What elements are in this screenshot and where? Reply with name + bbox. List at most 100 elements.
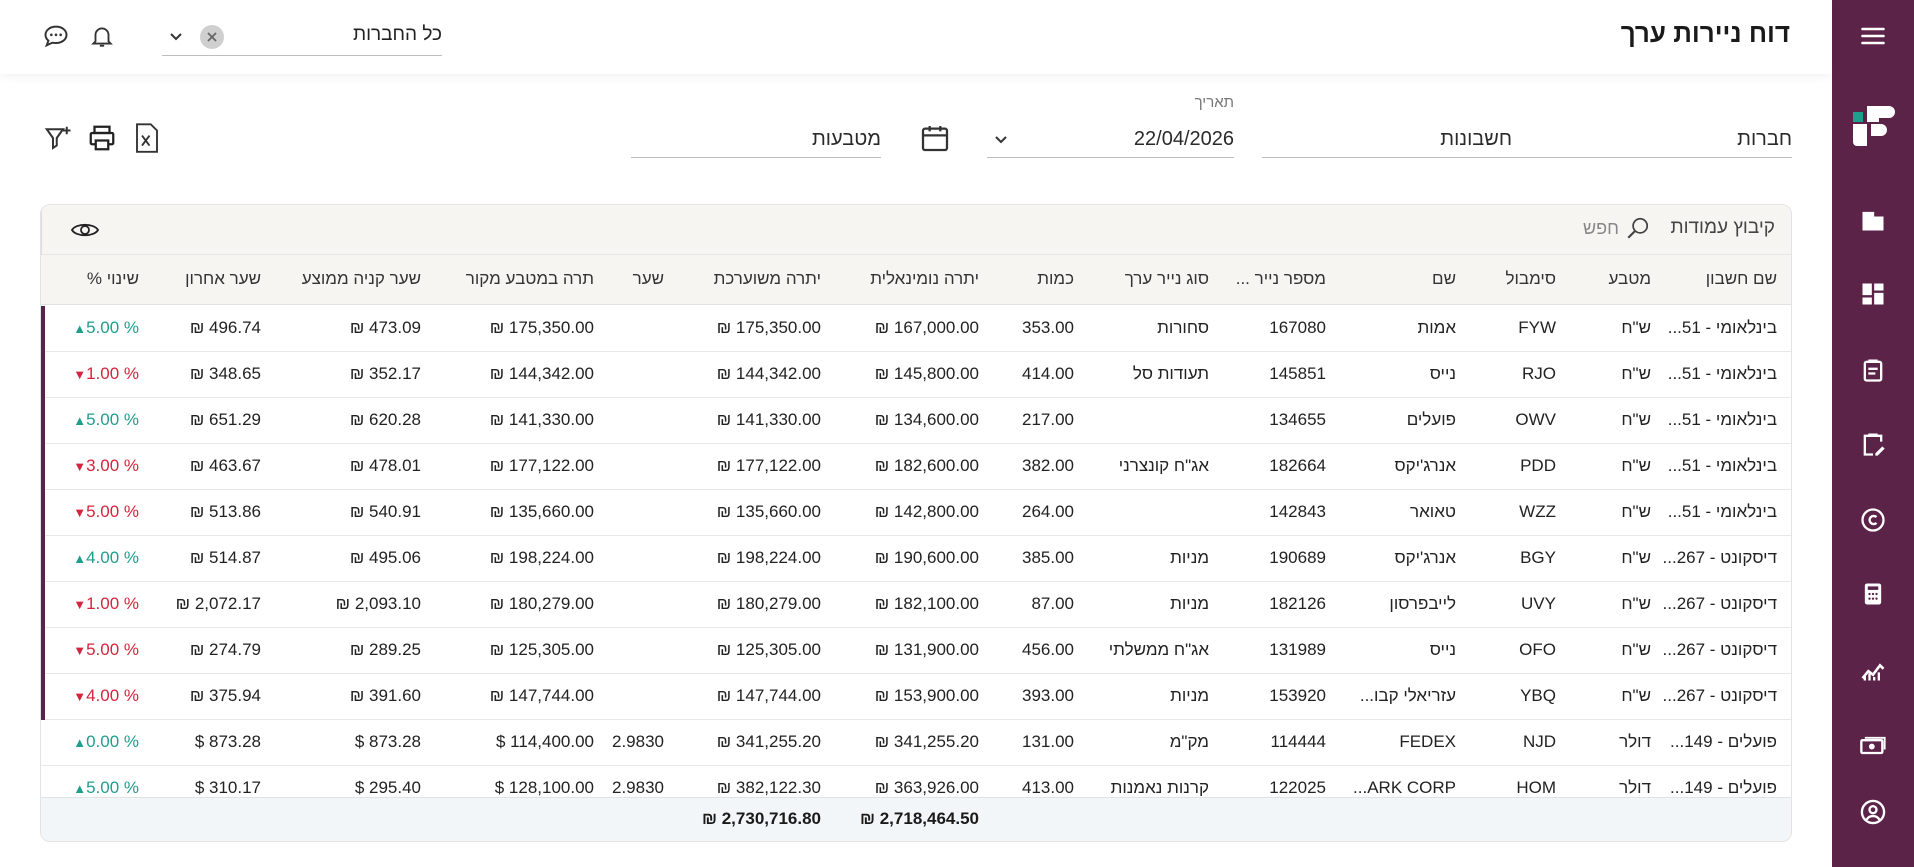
col-name[interactable]: שם	[1432, 269, 1456, 288]
calendar-icon[interactable]	[917, 120, 953, 156]
col-change-percent[interactable]: שינוי %	[86, 269, 139, 288]
col-original-currency-balance[interactable]: תרה במטבע מקור	[465, 269, 594, 288]
cell-quantity: 382.00	[1022, 456, 1074, 475]
search-icon	[1627, 217, 1649, 239]
building-icon[interactable]	[1832, 196, 1914, 244]
cell-security-number: 142843	[1269, 502, 1326, 521]
calculator-icon[interactable]	[1832, 570, 1914, 618]
cell-security-number: 131989	[1269, 640, 1326, 659]
filter-add-icon[interactable]	[40, 120, 76, 156]
cell-change-percent: 5.00 %▲	[57, 318, 139, 338]
cell-last-rate: ₪ 496.74	[189, 318, 261, 337]
cell-rate: 2.9830	[612, 732, 664, 751]
company-filter-select[interactable]: כל החברות	[162, 20, 442, 56]
currencies-filter[interactable]: מטבעות	[631, 122, 881, 158]
col-rate[interactable]: שער	[632, 269, 664, 288]
col-quantity[interactable]: כמות	[1037, 269, 1074, 288]
table-row[interactable]: בינלאומי - 51... ש"ח FYW אמות 167080 סחורות 35…	[41, 306, 1791, 352]
col-symbol[interactable]: סימבול	[1505, 269, 1557, 288]
col-account[interactable]: שם חשבון	[1705, 269, 1777, 288]
cell-original-balance: $ 114,400.00	[496, 732, 594, 751]
chart-trend-icon[interactable]	[1832, 646, 1914, 694]
cell-nominal-balance: ₪ 142,800.00	[874, 502, 979, 521]
table-row[interactable]: דיסקונט - 267... ש"ח UVY לייבפרסון 182126 מני…	[41, 582, 1791, 628]
col-security-type[interactable]: סוג נייר ערך	[1124, 269, 1209, 288]
cell-valued-balance: ₪ 177,122.00	[716, 456, 821, 475]
print-icon[interactable]	[84, 120, 120, 156]
page-title: דוח ניירות ערך	[1620, 18, 1790, 48]
cell-valued-balance: ₪ 144,342.00	[716, 364, 821, 383]
cell-account: דיסקונט - 267...	[1662, 686, 1777, 705]
cell-nominal-balance: ₪ 131,900.00	[874, 640, 979, 659]
col-avg-buy-rate[interactable]: שער קניה ממוצע	[301, 269, 421, 288]
search-box[interactable]: חפש	[1583, 215, 1651, 241]
clipboard-edit-icon[interactable]	[1832, 420, 1914, 468]
cell-currency: דולר	[1619, 732, 1651, 751]
cell-nominal-balance: ₪ 182,600.00	[874, 456, 979, 475]
table-row[interactable]: בינלאומי - 51... ש"ח WZZ טאואר 142843 264.00 ₪…	[41, 490, 1791, 536]
cell-valued-balance: ₪ 141,330.00	[716, 410, 821, 429]
table-row[interactable]: פועלים - 149... דולר HOM ARK CORP... 122025 ק…	[41, 766, 1791, 802]
table-row[interactable]: בינלאומי - 51... ש"ח PDD אנרג'יקס 182664 אג"ח…	[41, 444, 1791, 490]
triangle-down-icon: ▼	[73, 689, 87, 704]
cell-currency: דולר	[1619, 778, 1651, 797]
date-field[interactable]: תאריך 22/04/2026	[987, 94, 1234, 158]
bell-icon[interactable]	[86, 20, 118, 52]
cell-avg-buy-rate: $ 873.28	[354, 732, 421, 751]
column-grouping-label[interactable]: קיבוץ עמודות	[1670, 217, 1775, 238]
hamburger-menu-icon[interactable]	[1832, 12, 1914, 60]
col-currency[interactable]: מטבע	[1608, 269, 1652, 288]
table-row[interactable]: בינלאומי - 51... ש"ח OWV פועלים 134655 217.00…	[41, 398, 1791, 444]
cell-original-balance: ₪ 141,330.00	[489, 410, 594, 429]
cash-icon[interactable]	[1832, 722, 1914, 770]
cell-valued-balance: ₪ 125,305.00	[716, 640, 821, 659]
change-value: 5.00 %	[86, 318, 139, 337]
clipboard-icon[interactable]	[1832, 346, 1914, 394]
accounts-filter[interactable]: חשבונות	[1262, 122, 1512, 158]
cell-symbol: BGY	[1520, 548, 1556, 567]
table-row[interactable]: דיסקונט - 267... ש"ח OFO נייס 131989 אג"ח ממש…	[41, 628, 1791, 674]
table-totals: ₪ 2,718,464.50 ₪ 2,730,716.80	[41, 797, 1791, 841]
cell-original-balance: ₪ 125,305.00	[489, 640, 594, 659]
user-profile-icon[interactable]	[1832, 788, 1914, 836]
copyright-icon[interactable]	[1832, 496, 1914, 544]
cell-quantity: 414.00	[1022, 364, 1074, 383]
clear-icon[interactable]	[200, 25, 224, 49]
date-value: 22/04/2026	[1133, 128, 1234, 150]
cell-security-number: 114444	[1270, 732, 1326, 751]
table-toolbar: קיבוץ עמודות חפש	[41, 205, 1791, 255]
currencies-filter-value: מטבעות	[811, 128, 881, 150]
column-visibility-button[interactable]	[41, 205, 127, 255]
cell-last-rate: ₪ 651.29	[189, 410, 261, 429]
excel-export-icon[interactable]	[129, 120, 165, 156]
table-row[interactable]: דיסקונט - 267... ש"ח YBQ עזריאלי קבו... 1539…	[41, 674, 1791, 720]
dashboard-icon[interactable]	[1832, 270, 1914, 318]
cell-security-number: 182664	[1269, 456, 1326, 475]
cell-quantity: 413.00	[1022, 778, 1074, 797]
cell-avg-buy-rate: ₪ 289.25	[349, 640, 421, 659]
table-row[interactable]: בינלאומי - 51... ש"ח RJO נייס 145851 תעודות ס…	[41, 352, 1791, 398]
change-value: 1.00 %	[86, 594, 139, 613]
chevron-down-icon[interactable]	[993, 131, 1009, 152]
cell-currency: ש"ח	[1621, 502, 1651, 521]
chat-icon[interactable]	[40, 20, 72, 52]
cell-rate: 2.9830	[612, 778, 664, 797]
cell-security-type: אג"ח קונצרני	[1118, 456, 1209, 475]
triangle-up-icon: ▲	[73, 551, 87, 566]
cell-currency: ש"ח	[1621, 410, 1651, 429]
cell-valued-balance: ₪ 382,122.30	[716, 778, 821, 797]
col-last-rate[interactable]: שער אחרון	[185, 269, 261, 288]
change-value: 4.00 %	[86, 686, 139, 705]
search-input[interactable]: חפש	[1583, 217, 1619, 238]
table-row[interactable]: פועלים - 149... דולר NJD FEDEX 114444 מק"מ 131…	[41, 720, 1791, 766]
chevron-down-icon[interactable]	[168, 28, 184, 49]
companies-filter-value: חברות	[1737, 128, 1792, 150]
cell-symbol: WZZ	[1519, 502, 1556, 521]
cell-security-number: 145851	[1269, 364, 1326, 383]
table-row[interactable]: דיסקונט - 267... ש"ח BGY אנרג'יקס 190689 מניו…	[41, 536, 1791, 582]
col-nominal-balance[interactable]: יתרה נומינאלית	[870, 269, 979, 288]
col-valued-balance[interactable]: יתרה משוערכת	[713, 269, 821, 288]
col-security-number[interactable]: מספר נייר ...	[1235, 269, 1326, 288]
companies-filter[interactable]: חברות	[1512, 122, 1792, 158]
triangle-down-icon: ▼	[73, 367, 87, 382]
